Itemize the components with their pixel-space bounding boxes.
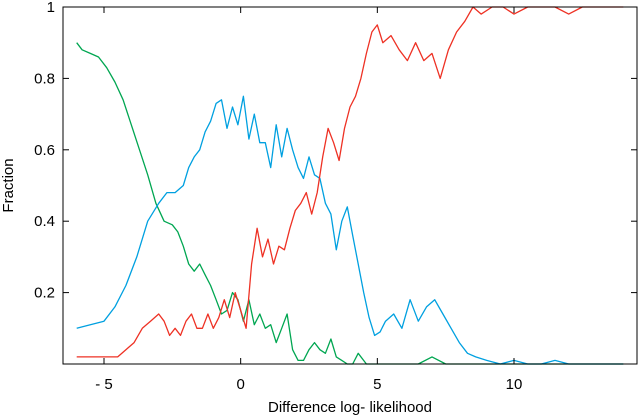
x-tick-label: 10 xyxy=(506,376,523,393)
x-tick-label: 0 xyxy=(236,376,244,393)
ticks-layer: - 5 0 5 10 0.2 0.4 0.6 0.8 1 xyxy=(34,0,637,393)
y-tick-label: 1 xyxy=(47,0,55,16)
y-tick-label: 0.8 xyxy=(34,70,55,87)
y-tick-label: 0.2 xyxy=(34,285,55,302)
series-layer xyxy=(76,6,624,365)
x-tick-label: - 5 xyxy=(95,376,113,393)
plot-frame xyxy=(62,6,638,365)
y-axis-title: Fraction xyxy=(0,158,17,212)
y-tick-label: 0.6 xyxy=(34,142,55,159)
x-tick-label: 5 xyxy=(373,376,381,393)
y-tick-label: 0.4 xyxy=(34,213,55,230)
series-line-1 xyxy=(76,95,624,365)
x-axis-title: Difference log- likelihood xyxy=(268,399,432,416)
series-line-2 xyxy=(76,6,624,358)
